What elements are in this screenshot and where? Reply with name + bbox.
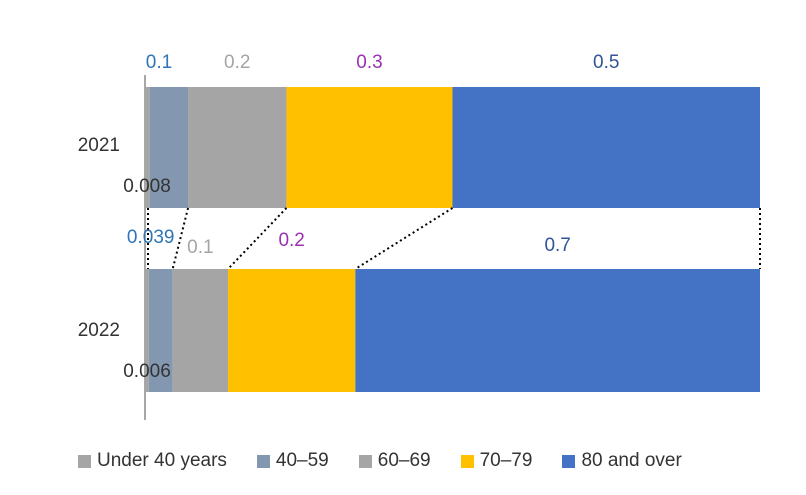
bar-2022-2 [172,269,229,392]
bar-2021-4 [452,87,760,208]
legend-label: 40–59 [275,450,329,471]
stacked-bar-chart: 0.008 0.1 0.2 0.3 0.5 2021 0.006 0.039 0.1 0.2 0.7… [78,52,761,420]
bar-2021-2 [188,87,287,208]
data-label-2021-3: 0.3 [356,52,382,73]
legend-swatch [256,454,270,468]
bar-2022-1 [148,269,173,392]
legend-label: 70–79 [479,450,533,471]
bar-2021-3 [286,87,453,208]
legend-item-3: 70–79 [460,450,533,472]
data-label-2022-4: 0.7 [544,235,570,256]
data-label-2022-3: 0.2 [278,230,304,251]
bar-2022-4 [355,269,760,392]
data-label-2021-0: 0.008 [123,176,171,197]
connector-line-3 [227,207,288,270]
data-label-2021-1: 0.1 [146,52,172,73]
bar-2022-3 [228,269,356,392]
bar-2022-0 [145,269,149,392]
legend-item-0: Under 40 years [78,450,227,472]
category-label-2021: 2021 [78,135,120,156]
connector-line-2 [171,207,190,270]
connector-line-4 [354,207,454,270]
data-label-2022-0: 0.006 [123,361,171,382]
data-label-2022-2: 0.1 [187,237,213,258]
legend: Under 40 years 40–59 60–69 70–79 80 and over [78,450,712,472]
data-label-2022-1: 0.039 [127,227,175,248]
bar-2021-0 [145,87,150,208]
legend-item-1: 40–59 [256,450,329,472]
legend-label: 80 and over [581,450,682,471]
data-label-2021-4: 0.5 [593,52,619,73]
category-label-2022: 2022 [78,320,120,341]
legend-label: 60–69 [377,450,431,471]
legend-item-4: 80 and over [562,450,682,472]
legend-swatch [562,454,576,468]
legend-label: Under 40 years [97,450,227,471]
bar-2021-1 [149,87,189,208]
legend-swatch [358,454,372,468]
legend-item-2: 60–69 [358,450,431,472]
data-label-2021-2: 0.2 [224,52,250,73]
legend-swatch [78,454,91,468]
legend-swatch [460,454,474,468]
